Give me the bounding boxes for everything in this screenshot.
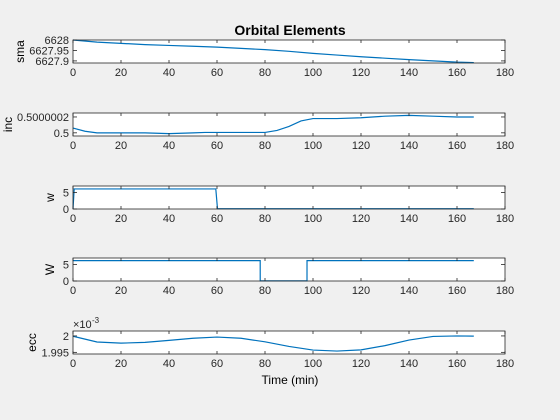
x-tick-label: 60	[211, 285, 223, 297]
x-tick-label: 120	[352, 67, 370, 79]
y-tick-label: 0	[63, 276, 69, 288]
x-tick-label: 60	[211, 213, 223, 225]
x-tick-label: 160	[448, 213, 466, 225]
x-tick-label: 0	[70, 213, 76, 225]
x-tick-label: 180	[496, 213, 514, 225]
series-line	[72, 114, 474, 135]
axes-box	[72, 257, 506, 282]
x-tick-label: 120	[352, 213, 370, 225]
axes-box	[72, 330, 506, 355]
x-tick-label: 180	[496, 140, 514, 152]
x-tick-label: 140	[400, 285, 418, 297]
y-axis-label: W	[43, 263, 57, 275]
y-tick-label: 5	[63, 188, 69, 200]
x-tick-label: 120	[352, 358, 370, 370]
x-tick-label: 160	[448, 67, 466, 79]
y-tick-label: 6627.95	[29, 45, 69, 57]
x-tick-label: 20	[115, 140, 127, 152]
axes-area	[73, 186, 505, 209]
axes-area	[73, 113, 505, 136]
y-exponent-label: ×10	[73, 319, 92, 331]
y-axis-label: ecc	[25, 333, 39, 352]
x-tick-label: 40	[163, 213, 175, 225]
x-tick-label: 140	[400, 140, 418, 152]
x-tick-label: 20	[115, 213, 127, 225]
x-tick-label: 20	[115, 67, 127, 79]
x-tick-label: 120	[352, 140, 370, 152]
x-tick-label: 160	[448, 285, 466, 297]
x-tick-label: 100	[304, 140, 322, 152]
subplot-sma: 0 20 40 60 80 100 120 140 160 180 6627.96627.95662…	[13, 35, 514, 79]
x-tick-label: 60	[211, 358, 223, 370]
axes-area	[73, 331, 505, 354]
x-tick-label: 80	[259, 285, 271, 297]
x-tick-label: 180	[496, 67, 514, 79]
series-line	[72, 335, 474, 352]
y-exponent-power: -3	[92, 316, 100, 325]
x-tick-label: 160	[448, 140, 466, 152]
y-axis-label: inc	[1, 117, 15, 132]
figure-title: Orbital Elements	[234, 22, 345, 38]
x-tick-label: 0	[70, 358, 76, 370]
x-tick-label: 100	[304, 285, 322, 297]
x-tick-label: 80	[259, 358, 271, 370]
y-tick-label: 6628	[45, 35, 69, 47]
axes-box	[72, 112, 506, 137]
x-tick-label: 40	[163, 358, 175, 370]
x-tick-label: 0	[70, 140, 76, 152]
y-tick-label: 0.5	[54, 128, 69, 140]
x-tick-label: 160	[448, 358, 466, 370]
subplot-ecc: 0 20 40 60 80 100 120 140 160 180 1.995 2 ecc ×10 -3	[25, 316, 514, 370]
y-axis-label: sma	[13, 40, 27, 63]
x-axis-label: Time (min)	[262, 373, 319, 387]
x-tick-label: 100	[304, 358, 322, 370]
x-tick-label: 20	[115, 285, 127, 297]
x-tick-label: 120	[352, 285, 370, 297]
series-line	[72, 39, 474, 64]
x-tick-label: 140	[400, 358, 418, 370]
y-tick-label: 5	[63, 260, 69, 272]
x-tick-label: 40	[163, 67, 175, 79]
subplot-w: 0 20 40 60 80 100 120 140 160 180 0 5W	[43, 257, 514, 297]
y-tick-label: 0	[63, 204, 69, 216]
x-tick-label: 60	[211, 140, 223, 152]
x-tick-label: 60	[211, 67, 223, 79]
x-tick-label: 140	[400, 67, 418, 79]
x-tick-label: 80	[259, 140, 271, 152]
y-axis-label: w	[43, 193, 57, 203]
y-tick-label: 1.995	[41, 347, 69, 359]
y-tick-label: 2	[63, 331, 69, 343]
axes-box	[72, 185, 506, 210]
x-tick-label: 0	[70, 285, 76, 297]
x-tick-label: 80	[259, 67, 271, 79]
x-tick-label: 140	[400, 213, 418, 225]
y-tick-label: 0.5000002	[17, 112, 69, 124]
axes-area	[73, 258, 505, 281]
x-tick-label: 40	[163, 140, 175, 152]
x-tick-label: 100	[304, 213, 322, 225]
x-tick-label: 100	[304, 67, 322, 79]
axes-box	[72, 39, 506, 64]
x-tick-label: 0	[70, 67, 76, 79]
x-tick-label: 20	[115, 358, 127, 370]
y-tick-label: 6627.9	[35, 56, 69, 68]
subplot-panels: 0 20 40 60 80 100 120 140 160 1806627.96627.95662…	[1, 35, 514, 370]
x-tick-label: 40	[163, 285, 175, 297]
x-tick-label: 80	[259, 213, 271, 225]
subplot-w: 0 20 40 60 80 100 120 140 160 180 0 5w	[43, 185, 514, 225]
x-tick-label: 180	[496, 285, 514, 297]
x-tick-label: 180	[496, 358, 514, 370]
